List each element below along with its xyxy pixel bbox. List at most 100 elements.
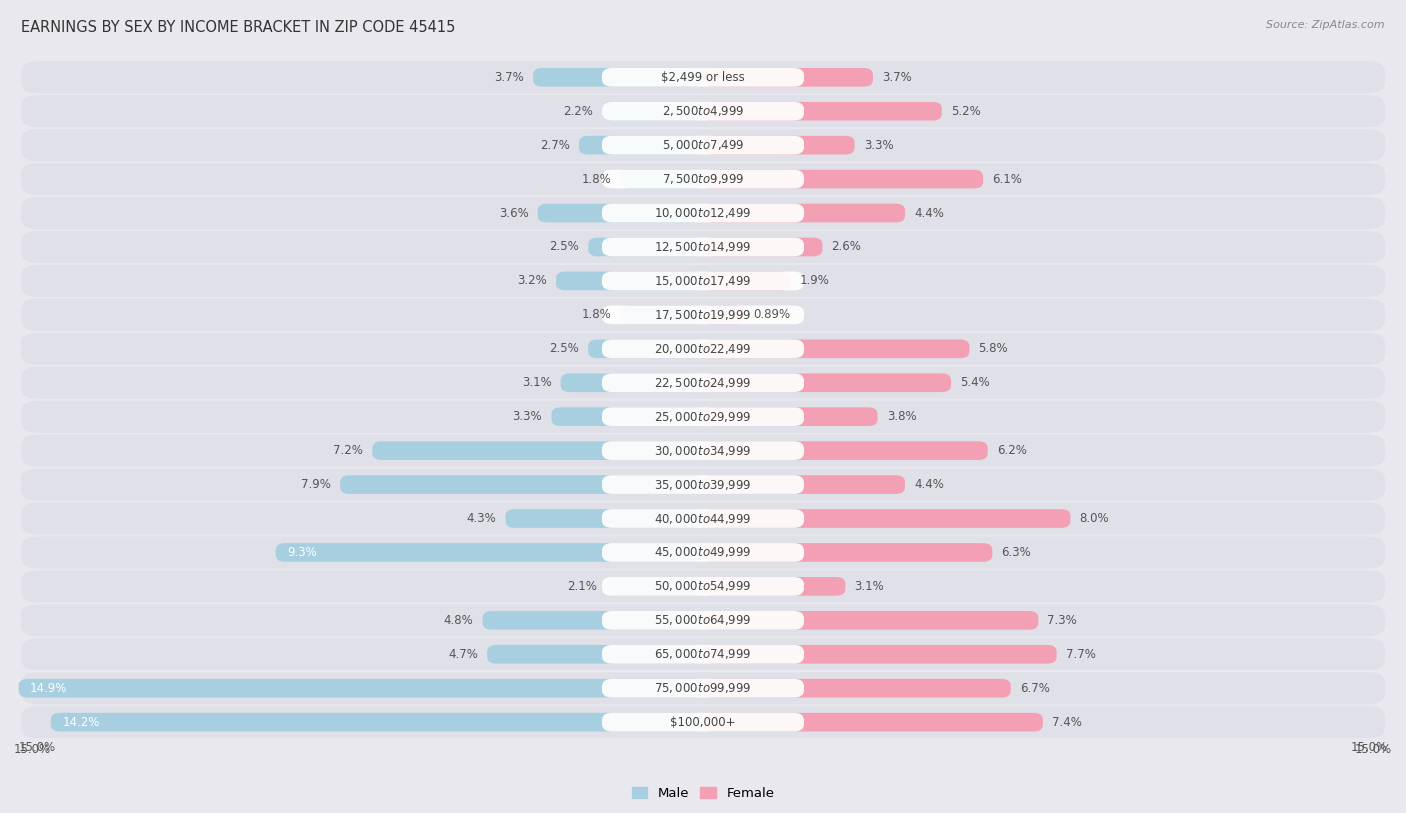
FancyBboxPatch shape <box>703 373 950 392</box>
FancyBboxPatch shape <box>703 577 845 596</box>
Text: 1.9%: 1.9% <box>800 275 830 288</box>
Text: 7.9%: 7.9% <box>301 478 330 491</box>
FancyBboxPatch shape <box>482 611 703 629</box>
Text: 7.3%: 7.3% <box>1047 614 1077 627</box>
Text: $25,000 to $29,999: $25,000 to $29,999 <box>654 410 752 424</box>
Text: 3.1%: 3.1% <box>855 580 884 593</box>
Text: $2,499 or less: $2,499 or less <box>661 71 745 84</box>
Text: 2.2%: 2.2% <box>562 105 593 118</box>
FancyBboxPatch shape <box>51 713 703 732</box>
Text: $22,500 to $24,999: $22,500 to $24,999 <box>654 376 752 389</box>
FancyBboxPatch shape <box>602 679 804 698</box>
Text: $55,000 to $64,999: $55,000 to $64,999 <box>654 613 752 628</box>
FancyBboxPatch shape <box>703 476 905 494</box>
FancyBboxPatch shape <box>703 441 988 460</box>
FancyBboxPatch shape <box>21 197 1385 229</box>
FancyBboxPatch shape <box>21 367 1385 398</box>
Text: 9.3%: 9.3% <box>287 546 318 559</box>
FancyBboxPatch shape <box>602 645 804 663</box>
Text: $100,000+: $100,000+ <box>671 715 735 728</box>
FancyBboxPatch shape <box>21 231 1385 263</box>
FancyBboxPatch shape <box>21 672 1385 704</box>
FancyBboxPatch shape <box>703 407 877 426</box>
FancyBboxPatch shape <box>602 441 804 460</box>
FancyBboxPatch shape <box>21 537 1385 568</box>
FancyBboxPatch shape <box>21 502 1385 534</box>
FancyBboxPatch shape <box>602 136 804 154</box>
FancyBboxPatch shape <box>21 604 1385 637</box>
Text: 15.0%: 15.0% <box>1355 743 1392 756</box>
Text: $7,500 to $9,999: $7,500 to $9,999 <box>662 172 744 186</box>
Text: $12,500 to $14,999: $12,500 to $14,999 <box>654 240 752 254</box>
FancyBboxPatch shape <box>602 476 804 494</box>
FancyBboxPatch shape <box>21 706 1385 738</box>
FancyBboxPatch shape <box>21 571 1385 602</box>
FancyBboxPatch shape <box>602 170 804 189</box>
FancyBboxPatch shape <box>555 272 703 290</box>
FancyBboxPatch shape <box>602 509 804 528</box>
Text: 4.4%: 4.4% <box>914 207 945 220</box>
FancyBboxPatch shape <box>703 509 1070 528</box>
FancyBboxPatch shape <box>703 170 983 189</box>
Text: 6.3%: 6.3% <box>1001 546 1031 559</box>
Text: 4.7%: 4.7% <box>449 648 478 661</box>
Text: 6.1%: 6.1% <box>993 172 1022 185</box>
Text: $50,000 to $54,999: $50,000 to $54,999 <box>654 580 752 593</box>
FancyBboxPatch shape <box>579 136 703 154</box>
FancyBboxPatch shape <box>340 476 703 494</box>
FancyBboxPatch shape <box>602 306 804 324</box>
Text: 3.7%: 3.7% <box>494 71 524 84</box>
FancyBboxPatch shape <box>703 204 905 223</box>
FancyBboxPatch shape <box>602 102 703 120</box>
Legend: Male, Female: Male, Female <box>626 782 780 806</box>
Text: $65,000 to $74,999: $65,000 to $74,999 <box>654 647 752 661</box>
Text: 4.4%: 4.4% <box>914 478 945 491</box>
FancyBboxPatch shape <box>703 237 823 256</box>
FancyBboxPatch shape <box>602 407 804 426</box>
FancyBboxPatch shape <box>602 237 804 256</box>
FancyBboxPatch shape <box>21 468 1385 501</box>
Text: 6.2%: 6.2% <box>997 444 1026 457</box>
Text: 7.7%: 7.7% <box>1066 648 1095 661</box>
FancyBboxPatch shape <box>561 373 703 392</box>
Text: $20,000 to $22,499: $20,000 to $22,499 <box>654 341 752 356</box>
FancyBboxPatch shape <box>588 340 703 359</box>
Text: 3.8%: 3.8% <box>887 411 917 424</box>
Text: 15.0%: 15.0% <box>1350 741 1388 754</box>
Text: 6.7%: 6.7% <box>1019 682 1050 694</box>
FancyBboxPatch shape <box>703 306 744 324</box>
FancyBboxPatch shape <box>620 170 703 189</box>
Text: 4.3%: 4.3% <box>467 512 496 525</box>
Text: 2.7%: 2.7% <box>540 139 569 152</box>
Text: $17,500 to $19,999: $17,500 to $19,999 <box>654 308 752 322</box>
Text: 0.89%: 0.89% <box>754 308 790 321</box>
FancyBboxPatch shape <box>21 61 1385 93</box>
Text: 2.5%: 2.5% <box>550 241 579 254</box>
Text: 1.8%: 1.8% <box>582 308 612 321</box>
Text: 1.8%: 1.8% <box>582 172 612 185</box>
Text: 2.5%: 2.5% <box>550 342 579 355</box>
FancyBboxPatch shape <box>703 611 1038 629</box>
FancyBboxPatch shape <box>703 645 1057 663</box>
FancyBboxPatch shape <box>602 204 804 223</box>
FancyBboxPatch shape <box>21 95 1385 127</box>
FancyBboxPatch shape <box>703 272 790 290</box>
Text: 14.9%: 14.9% <box>30 682 67 694</box>
FancyBboxPatch shape <box>703 340 969 359</box>
FancyBboxPatch shape <box>703 102 942 120</box>
FancyBboxPatch shape <box>21 265 1385 297</box>
FancyBboxPatch shape <box>21 333 1385 365</box>
FancyBboxPatch shape <box>21 163 1385 195</box>
FancyBboxPatch shape <box>602 272 804 290</box>
FancyBboxPatch shape <box>602 713 804 732</box>
FancyBboxPatch shape <box>602 373 804 392</box>
Text: 7.4%: 7.4% <box>1052 715 1083 728</box>
FancyBboxPatch shape <box>373 441 703 460</box>
FancyBboxPatch shape <box>506 509 703 528</box>
FancyBboxPatch shape <box>602 611 804 629</box>
FancyBboxPatch shape <box>602 102 804 120</box>
FancyBboxPatch shape <box>602 340 804 359</box>
Text: 5.2%: 5.2% <box>950 105 981 118</box>
Text: $45,000 to $49,999: $45,000 to $49,999 <box>654 546 752 559</box>
FancyBboxPatch shape <box>602 543 804 562</box>
